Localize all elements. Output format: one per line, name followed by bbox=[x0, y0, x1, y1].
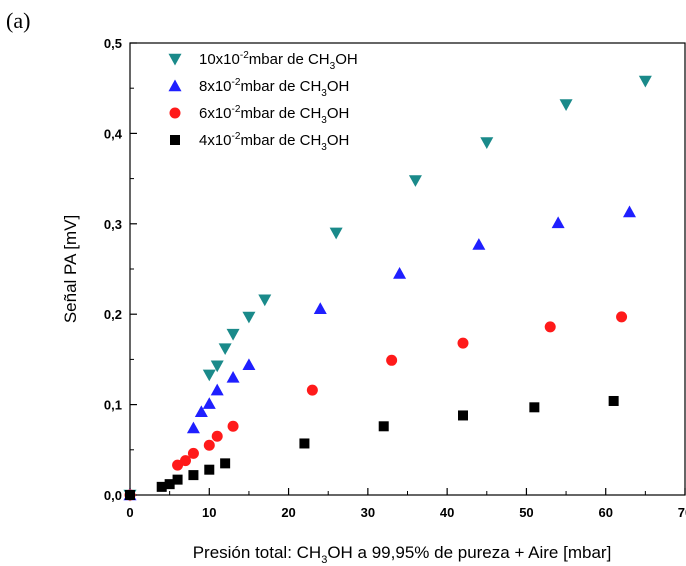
data-point bbox=[220, 458, 231, 469]
x-tick-label: 70 bbox=[678, 505, 686, 520]
x-axis: 0 10 20 30 40 50 60 70 bbox=[126, 488, 686, 520]
data-point bbox=[480, 137, 494, 149]
x-tick-label: 60 bbox=[598, 505, 612, 520]
y-tick-label: 0,4 bbox=[104, 126, 123, 141]
data-point bbox=[187, 447, 199, 459]
y-axis-title: Señal PA [mV] bbox=[61, 215, 80, 323]
data-point bbox=[188, 470, 199, 481]
data-point bbox=[616, 311, 628, 323]
data-point bbox=[638, 75, 652, 88]
data-point bbox=[258, 294, 272, 307]
legend-marker bbox=[168, 53, 182, 66]
data-point bbox=[186, 421, 200, 434]
x-tick-label: 20 bbox=[281, 505, 295, 520]
data-point bbox=[551, 216, 565, 229]
data-point bbox=[156, 481, 167, 492]
legend-entry: 4x10-2mbar de CH3OH bbox=[199, 131, 349, 153]
data-point bbox=[623, 205, 636, 218]
data-point bbox=[203, 439, 215, 451]
data-point bbox=[306, 384, 318, 396]
data-point bbox=[172, 474, 183, 485]
legend-entry: 8x10-2mbar de CH3OH bbox=[199, 77, 349, 99]
data-point bbox=[125, 490, 135, 500]
data-points bbox=[123, 75, 652, 502]
data-point bbox=[218, 343, 232, 356]
y-axis: 0,0 0,1 0,2 0,3 0,4 0,5 bbox=[104, 36, 137, 503]
data-point bbox=[559, 99, 573, 111]
data-point bbox=[313, 302, 327, 314]
data-point bbox=[393, 267, 407, 279]
data-point bbox=[180, 455, 191, 467]
legend-entry: 10x10-2mbar de CH3OH bbox=[199, 50, 358, 72]
y-tick-label: 0,0 bbox=[104, 488, 122, 503]
data-point bbox=[202, 397, 216, 409]
data-point bbox=[544, 321, 556, 333]
data-point bbox=[378, 421, 389, 432]
data-point bbox=[202, 369, 216, 382]
legend: 10x10-2mbar de CH3OH 8x10-2mbar de CH3OH 6… bbox=[168, 50, 358, 153]
y-tick-label: 0,1 bbox=[104, 398, 122, 413]
data-point bbox=[472, 238, 486, 250]
data-point bbox=[242, 311, 256, 324]
x-tick-label: 50 bbox=[519, 505, 533, 520]
x-axis-title: Presión total: CH3OH a 99,95% de pureza … bbox=[193, 543, 612, 566]
data-point bbox=[386, 354, 398, 366]
x-tick-label: 30 bbox=[361, 505, 375, 520]
data-point bbox=[608, 395, 619, 406]
data-point bbox=[227, 420, 239, 432]
data-point bbox=[194, 405, 208, 418]
x-tick-label: 0 bbox=[126, 505, 133, 520]
legend-marker bbox=[168, 79, 182, 92]
data-point bbox=[210, 383, 224, 396]
y-tick-label: 0,2 bbox=[104, 307, 122, 322]
panel-label: (a) bbox=[6, 8, 30, 33]
data-point bbox=[242, 358, 256, 371]
data-point bbox=[529, 402, 540, 413]
data-point bbox=[211, 430, 223, 442]
data-point bbox=[299, 438, 310, 449]
data-point bbox=[164, 479, 175, 490]
data-point bbox=[210, 360, 224, 373]
data-point bbox=[457, 337, 469, 349]
x-tick-label: 10 bbox=[202, 505, 216, 520]
data-point bbox=[408, 175, 422, 187]
legend-entry: 6x10-2mbar de CH3OH bbox=[199, 104, 349, 126]
y-tick-label: 0,5 bbox=[104, 36, 122, 51]
legend-marker bbox=[169, 107, 181, 119]
data-point bbox=[458, 410, 468, 421]
data-point bbox=[226, 370, 240, 383]
data-point bbox=[204, 464, 215, 475]
legend-marker bbox=[170, 135, 180, 145]
x-tick-label: 40 bbox=[440, 505, 454, 520]
y-tick-label: 0,3 bbox=[104, 217, 122, 232]
data-point bbox=[329, 227, 343, 240]
data-point bbox=[226, 328, 240, 341]
